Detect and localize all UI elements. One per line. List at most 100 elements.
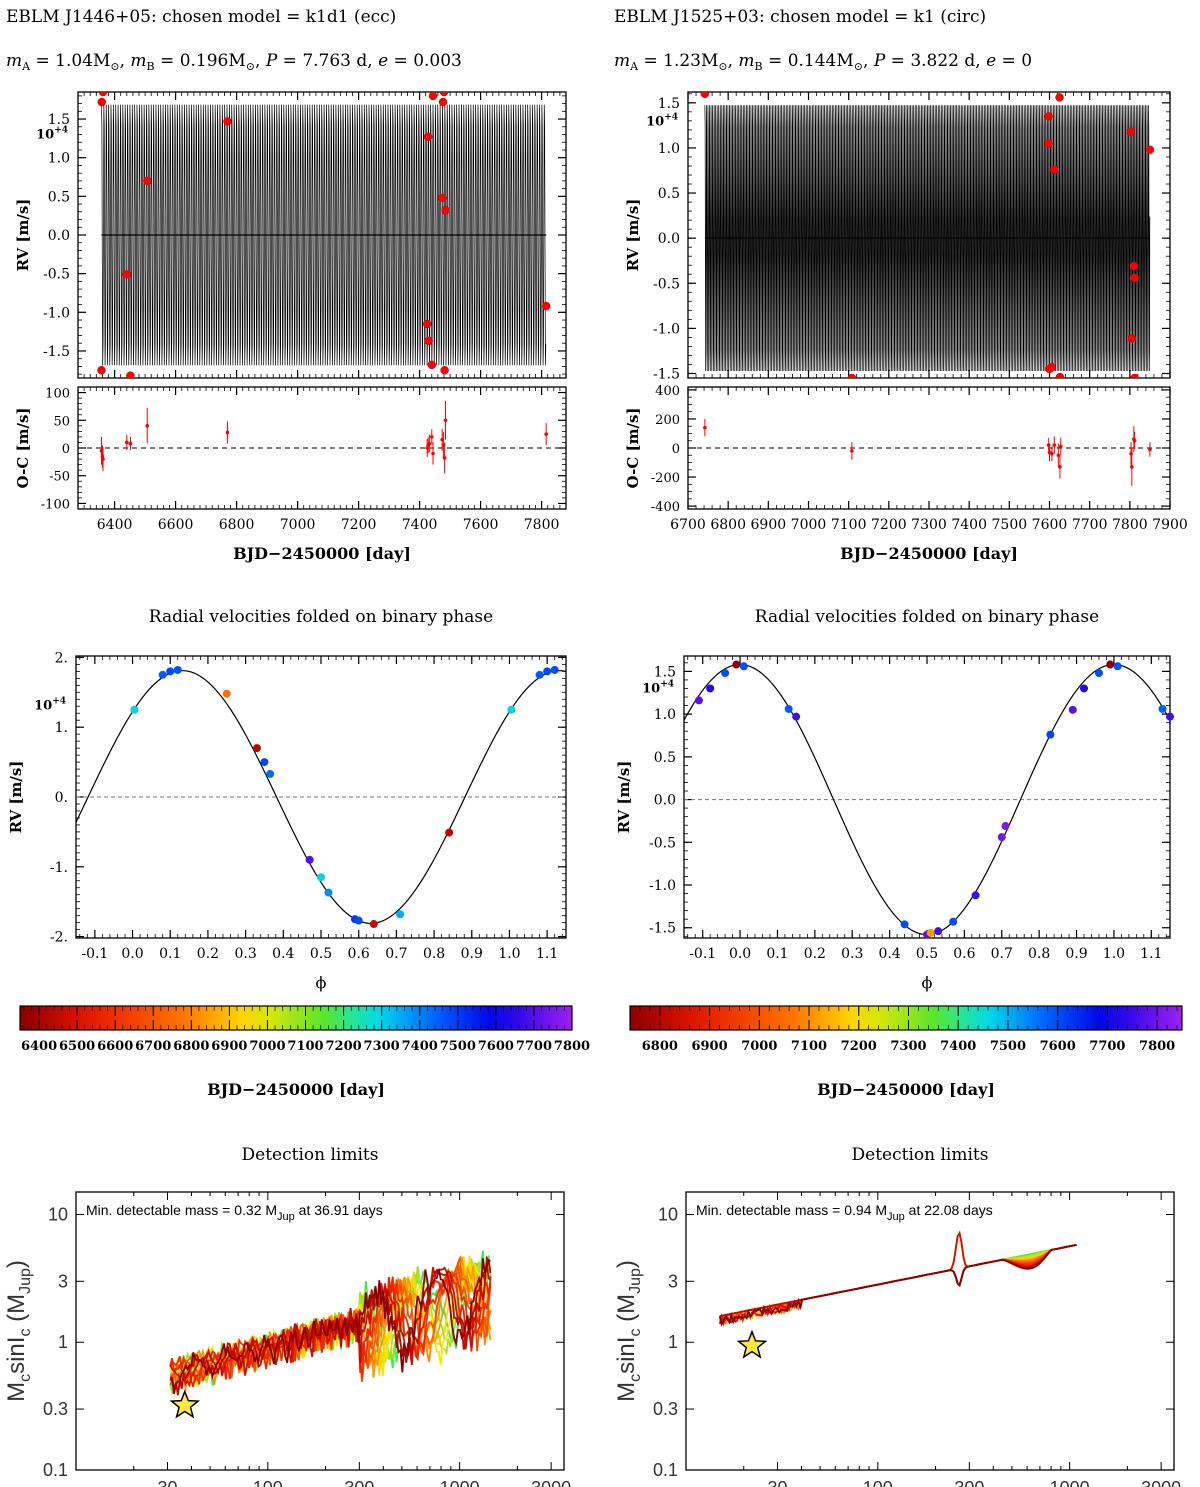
fold-model-curve [75,670,567,924]
rv-data-point [700,92,710,99]
fold-data-point [173,665,182,674]
oc-data-point [427,441,432,446]
oc-data-point [1052,443,1057,447]
rv-y-axis-label: RV [m/s] [14,199,32,272]
detection-limit-curve [719,1230,1077,1323]
y-tick-label: 1.0 [654,707,676,723]
y-tick-label: 10 [658,1204,678,1224]
y-tick-label: 0.1 [653,1460,678,1480]
rv-data-point [1145,145,1155,154]
oc-data-point [225,430,230,435]
rv-data-point [97,366,106,375]
x-tick-label: 1000 [440,1478,480,1487]
y-tick-label: 0 [62,442,70,457]
fold-data-point [305,855,314,864]
rv-data-point [1130,373,1139,378]
y-tick-label: 0.5 [654,750,676,766]
x-tick-label: 3000 [531,1478,571,1487]
y-tick-label: 3 [58,1271,68,1291]
x-tick-label: 7300 [911,517,947,533]
fold-data-point [166,667,175,676]
x-tick-label: 1.0 [1103,946,1125,962]
fold-data-point [252,744,261,753]
oc-data-point [443,418,448,423]
x-tick-label: 7000 [791,517,827,533]
detection-limit-curve [169,1258,491,1395]
fold-data-point [732,660,741,669]
colorbar-tick-label: 6800 [642,1039,678,1054]
x-tick-label: 0.9 [461,946,483,962]
min-detectable-mass-star [736,1329,768,1359]
panel-subtitle: mA = 1.04M⊙, mB = 0.196M⊙, P = 7.763 d, … [6,51,462,73]
fold-data-point [317,873,325,882]
y-tick-label: -1.0 [649,878,676,894]
rv-data-point [541,301,551,311]
oc-data-point [101,457,105,461]
x-tick-label: 7600 [1032,517,1068,533]
colorbar-tick-label: 7400 [940,1039,976,1054]
y-tick-label: 1.0 [48,151,70,167]
x-tick-label: 6800 [219,517,255,533]
y-tick-label: 0.5 [658,186,680,202]
fold-data-point [354,916,363,925]
colorbar-tick-label: 6700 [135,1039,171,1054]
colorbar-tick-label: 7300 [890,1039,926,1054]
y-tick-label: 1. [55,720,68,736]
y-tick-label: 3 [668,1271,678,1291]
fold-data-point [792,712,801,721]
oc-y-axis-label: O-C [m/s] [14,408,32,489]
fold-data-point [926,928,935,937]
colorbar-tick-label: 6500 [59,1039,95,1054]
detection-y-axis-label: McsinIc (MJup) [613,1260,644,1402]
rv-data-point [1126,127,1136,136]
y-tick-label: -1. [50,860,68,876]
rv-y-axis-label: RV [m/s] [624,199,642,272]
y-tick-label: 1 [58,1332,68,1352]
y-tick-label: 0.3 [43,1399,68,1419]
x-tick-label: 7200 [341,517,377,533]
rv-data-point [126,371,135,378]
detection-annotation: Min. detectable mass = 0.94 MJup at 22.0… [696,1202,993,1223]
colorbar-tick-label: 7200 [841,1039,877,1054]
rv-data-point [440,366,449,375]
fold-data-point [158,670,167,679]
x-tick-label: 0.2 [197,946,219,962]
y-tick-label: 0 [672,442,680,457]
fold-data-point [949,917,958,926]
x-tick-label: 0.6 [348,946,370,962]
x-tick-label: 0.4 [878,946,900,962]
x-tick-label: 0.9 [1065,946,1087,962]
y-tick-label: -1.5 [43,344,70,360]
rv-model-curve [101,104,547,366]
colorbar-label: BJD−2450000 [day] [817,1080,995,1099]
y-tick-label: 0.0 [654,793,676,809]
y-tick-label: 400 [655,384,680,399]
x-tick-label: 0.6 [953,946,975,962]
x-tick-label: 30 [158,1478,178,1487]
colorbar-tick-label: 7700 [1089,1039,1125,1054]
y-tick-label: -50 [49,470,70,485]
rv-data-point [438,97,448,107]
fold-data-point [1094,669,1103,678]
rv-data-point [1055,93,1064,102]
x-tick-label: 6900 [751,517,787,533]
x-tick-label: 7700 [1072,517,1108,533]
fold-title: Radial velocities folded on binary phase [149,607,493,627]
rv-data-point [424,336,433,346]
x-tick-label: 3000 [1141,1478,1181,1487]
rv-data-point [1044,139,1053,148]
y-tick-label: 100 [45,387,70,402]
detection-title: Detection limits [242,1145,379,1165]
y-tick-label: 0. [55,790,68,806]
oc-data-point [1148,447,1152,452]
x-tick-label: 7400 [951,517,987,533]
x-tick-label: 0.7 [991,946,1013,962]
multiplier-label: 10+4 [34,697,66,714]
rv-data-point [1055,372,1065,378]
colorbar-tick-label: 7400 [402,1039,438,1054]
rv-data-point [122,270,132,279]
colorbar-tick-label: 6900 [691,1039,727,1054]
rv-data-point [847,373,857,378]
fold-x-axis-label: ϕ [922,973,933,992]
min-detectable-mass-star [169,1389,201,1419]
